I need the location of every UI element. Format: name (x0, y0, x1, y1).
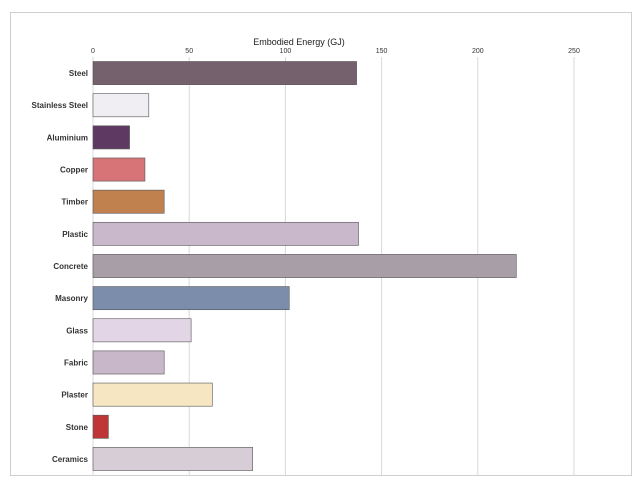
category-label: Masonry (55, 294, 88, 303)
bar-copper (92, 157, 146, 182)
bar-glass (92, 318, 192, 343)
category-label: Copper (60, 166, 88, 175)
chart-frame: 0 50 100 150 200 250 Embodied Energy (GJ) Ste… (10, 12, 632, 476)
bar-timber (92, 189, 165, 214)
category-label: Plaster (61, 391, 88, 400)
bar-plaster (92, 382, 213, 407)
bars (92, 61, 517, 471)
x-tick-label: 200 (472, 48, 484, 55)
category-label: Steel (69, 69, 88, 78)
bar-stainless-steel (92, 93, 150, 118)
x-tick-label: 150 (376, 48, 388, 55)
bar-fabric (92, 350, 165, 375)
bar-masonry (92, 286, 290, 311)
category-label: Stainless Steel (32, 101, 88, 110)
chart-title: Embodied Energy (GJ) (253, 37, 345, 47)
category-label: Stone (66, 423, 89, 432)
bar-steel (92, 61, 357, 85)
category-labels: Steel Stainless Steel Aluminium Copper Timbe… (32, 69, 89, 464)
category-label: Fabric (64, 358, 89, 367)
x-axis-ticks: 0 50 100 150 200 250 (91, 48, 580, 55)
bar-aluminium (92, 125, 130, 150)
x-tick-label: 0 (91, 48, 95, 55)
bar-concrete (92, 254, 517, 278)
category-label: Ceramics (52, 455, 89, 464)
x-tick-label: 250 (568, 48, 580, 55)
category-label: Timber (61, 198, 88, 207)
category-label: Plastic (62, 230, 88, 239)
category-label: Aluminium (47, 133, 88, 142)
bar-plastic (92, 221, 359, 246)
bar-ceramics (92, 447, 253, 471)
embodied-energy-bar-chart: 0 50 100 150 200 250 Embodied Energy (GJ) Ste… (32, 37, 580, 475)
category-label: Concrete (53, 262, 88, 271)
category-label: Glass (66, 326, 88, 335)
x-tick-label: 100 (280, 48, 292, 55)
bar-stone (92, 414, 109, 439)
x-tick-label: 50 (185, 48, 193, 55)
